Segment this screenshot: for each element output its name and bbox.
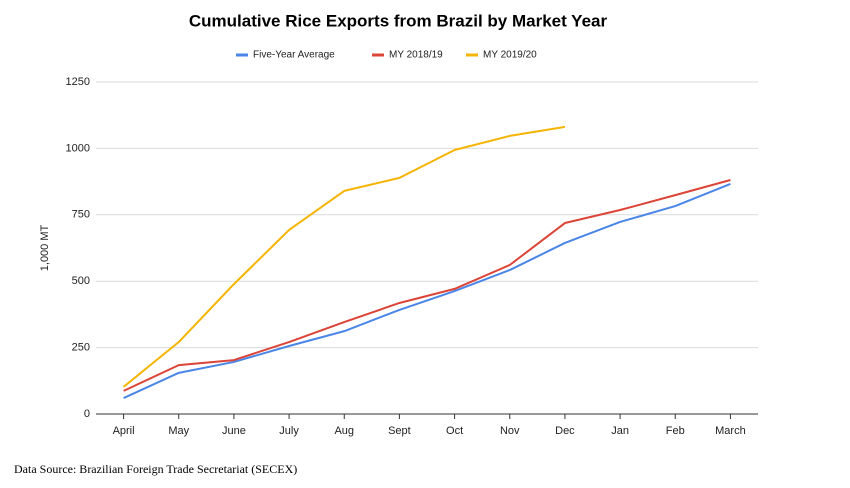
y-tick-label: 1000 <box>66 142 90 154</box>
x-tick-label: Feb <box>666 425 685 437</box>
x-tick-label: Aug <box>334 425 354 437</box>
x-tick-label: July <box>279 425 299 437</box>
series-line <box>122 125 566 388</box>
y-axis-label: 1,000 MT <box>39 224 51 271</box>
y-tick-label: 0 <box>84 408 90 420</box>
x-tick-label: May <box>168 425 189 437</box>
legend-label: Five-Year Average <box>253 50 335 61</box>
chart-title: Cumulative Rice Exports from Brazil by M… <box>189 11 608 30</box>
series-line <box>123 179 731 392</box>
y-tick-label: 1250 <box>66 76 90 88</box>
source-note: Data Source: Brazilian Foreign Trade Sec… <box>14 462 297 476</box>
y-tick-label: 250 <box>72 342 90 354</box>
x-tick-label: Nov <box>500 425 520 437</box>
x-tick-label: Jan <box>611 425 629 437</box>
legend-label: MY 2019/20 <box>483 50 537 61</box>
legend-label: MY 2018/19 <box>389 50 443 61</box>
x-tick-label: Dec <box>555 425 575 437</box>
x-tick-label: Oct <box>446 425 463 437</box>
series-line <box>123 183 731 399</box>
x-tick-label: March <box>715 425 746 437</box>
y-tick-label: 750 <box>72 209 90 221</box>
x-tick-label: June <box>222 425 246 437</box>
x-tick-label: Sept <box>388 425 411 437</box>
y-tick-label: 500 <box>72 275 90 287</box>
x-tick-label: April <box>113 425 135 437</box>
